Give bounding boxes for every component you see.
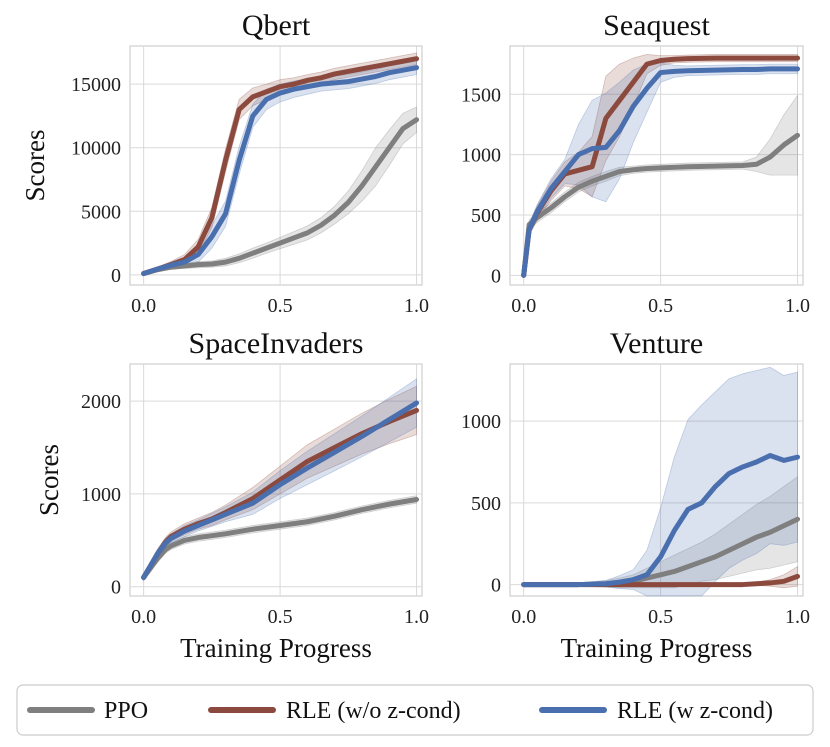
x-axis-label: Training Progress <box>180 633 372 663</box>
y-tick-label: 1000 <box>461 145 501 167</box>
y-tick-label: 10000 <box>71 138 121 160</box>
series-line-rle-w-z-cond <box>141 400 420 580</box>
band-ppo <box>143 495 417 581</box>
plot-area <box>509 363 804 597</box>
y-tick-label: 1000 <box>81 484 121 506</box>
series-line-rle-w-z-cond <box>521 66 801 278</box>
panel-title: Qbert <box>242 9 311 42</box>
x-tick-label: 0.0 <box>131 606 156 628</box>
y-tick-label: 500 <box>471 205 501 227</box>
x-tick-label: 1.0 <box>404 606 429 628</box>
panel-title: Seaquest <box>603 9 710 42</box>
panel-title: SpaceInvaders <box>189 327 364 360</box>
x-tick-label: 0.0 <box>131 295 156 317</box>
panel-title: Venture <box>610 327 703 360</box>
y-tick-label: 15000 <box>71 74 121 96</box>
y-tick-label: 0 <box>491 265 501 287</box>
x-tick-label: 0.5 <box>268 606 293 628</box>
seaquest-panel: 0.0 0.5 1.0 0 500 1000 1500 Seaquest <box>461 9 810 317</box>
y-tick-label: 0 <box>111 577 121 599</box>
x-tick-label: 0.0 <box>511 606 536 628</box>
y-tick-label: 0 <box>491 575 501 597</box>
x-tick-label: 1.0 <box>404 295 429 317</box>
legend-box <box>16 684 814 736</box>
legend-label-ppo: PPO <box>104 698 148 724</box>
x-tick-label: 0.5 <box>648 295 673 317</box>
x-tick-label: 0.5 <box>648 606 673 628</box>
y-axis-label: Scores <box>34 444 64 516</box>
y-tick-label: 500 <box>471 493 501 515</box>
y-tick-label: 0 <box>111 265 121 287</box>
x-tick-label: 0.0 <box>511 295 536 317</box>
y-tick-label: 1500 <box>461 84 501 106</box>
series-line-ppo <box>141 496 420 580</box>
series-line-rle-w-z-cond <box>521 452 801 588</box>
legend: PPO RLE (w/o z-cond) RLE (w z-cond) <box>16 684 814 736</box>
qbert-panel: 0.0 0.5 1.0 0 5000 10000 15000 Qbert Scores <box>20 9 429 317</box>
y-tick-label: 5000 <box>81 201 121 223</box>
x-tick-label: 0.5 <box>268 295 293 317</box>
series-line-rle-w-o-z-cond <box>141 56 420 277</box>
x-tick-label: 1.0 <box>785 606 810 628</box>
legend-label-rle-w-zcond: RLE (w z-cond) <box>617 698 773 724</box>
y-tick-label: 1000 <box>461 411 501 433</box>
series-line-rle-w-z-cond <box>141 65 420 277</box>
legend-label-rle-wo-zcond: RLE (w/o z-cond) <box>286 698 461 724</box>
spaceinvaders-panel: 0.0 0.5 1.0 0 1000 2000 SpaceInvaders Scores Tra… <box>34 327 429 663</box>
x-tick-label: 1.0 <box>785 295 810 317</box>
band-rle-w-z-cond <box>143 60 417 276</box>
y-tick-label: 2000 <box>81 391 121 413</box>
x-axis-label: Training Progress <box>561 633 753 663</box>
y-axis-label: Scores <box>20 130 50 202</box>
venture-panel: 0.0 0.5 1.0 0 500 1000 Venture Training Progres… <box>461 327 810 663</box>
series-line-ppo <box>521 132 801 278</box>
series-line-ppo <box>141 117 420 277</box>
